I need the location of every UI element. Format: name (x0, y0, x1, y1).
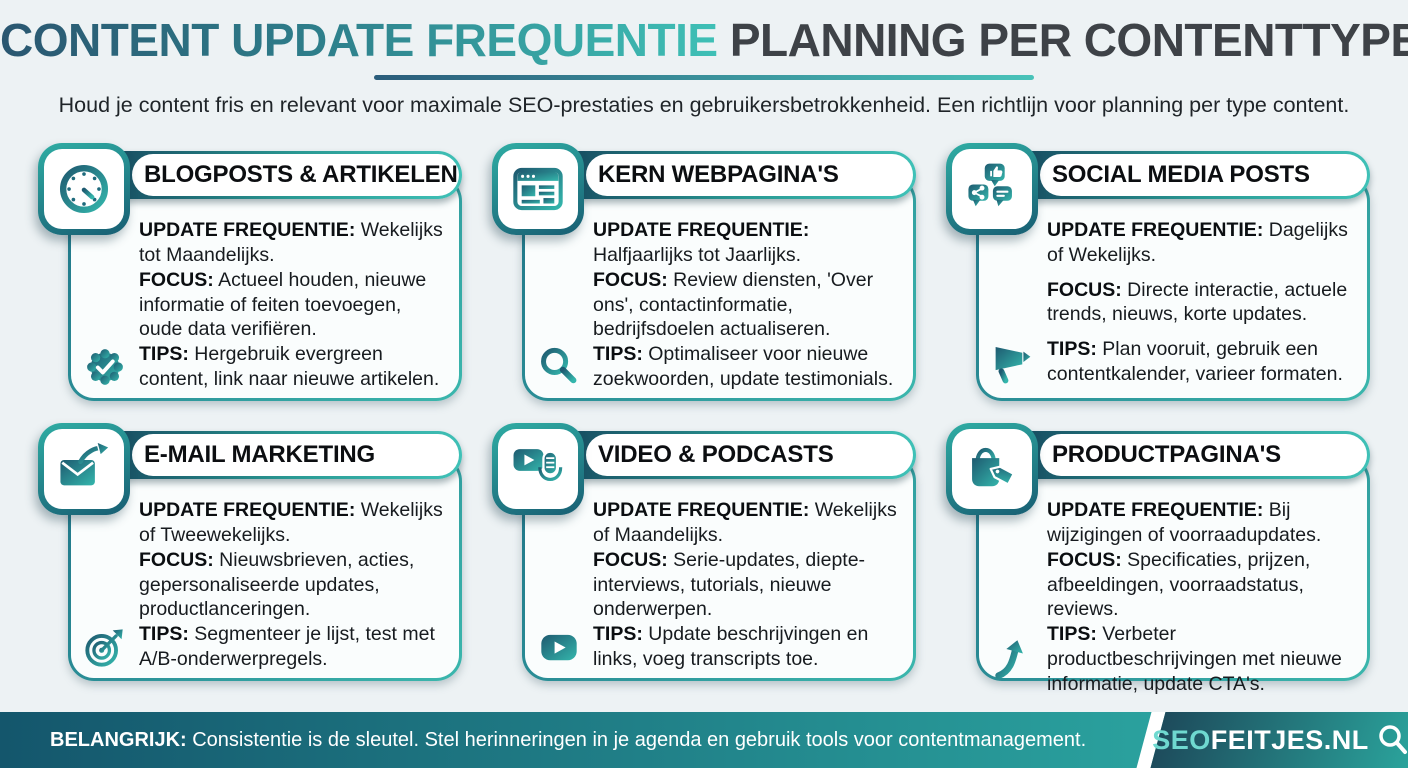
card-video-podcasts: UPDATE FREQUENTIE: Wekelijks of Maandeli… (492, 423, 916, 681)
tips-text: TIPS: Optimaliseer voor nieuwe zoekwoord… (593, 343, 894, 390)
focus-text: FOCUS: Actueel houden, nieuwe informatie… (139, 268, 427, 341)
megaphone-icon (979, 340, 1047, 384)
focus-section: FOCUS: Serie-updates, diepte-interviews,… (525, 548, 911, 622)
focus-section: FOCUS: Specificaties, prijzen, afbeeldin… (979, 548, 1365, 622)
focus-section: FOCUS: Directe interactie, actuele trend… (979, 278, 1365, 328)
tips-text: TIPS: Hergebruik evergreen content, link… (139, 343, 440, 390)
update-frequency-text: UPDATE FREQUENTIE: Dagelijks of Wekelijk… (1047, 219, 1348, 267)
card-panel: UPDATE FREQUENTIE: Bij wijzigingen of vo… (976, 455, 1370, 695)
tips-section: TIPS: Update beschrijvingen en links, vo… (525, 622, 911, 672)
tips-text: TIPS: Verbeter productbeschrijvingen met… (1047, 623, 1342, 695)
card-title: BLOGPOSTS & ARTIKELEN (144, 161, 458, 189)
card-email-marketing: UPDATE FREQUENTIE: Wekelijks of Tweeweke… (38, 423, 462, 681)
target-icon (71, 626, 139, 668)
update-frequency-section: UPDATE FREQUENTIE: Halfjaarlijks tot Jaa… (525, 218, 911, 268)
tips-text: TIPS: Plan vooruit, gebruik een contentk… (1047, 337, 1343, 385)
update-frequency-text: UPDATE FREQUENTIE: Wekelijks tot Maandel… (139, 219, 443, 267)
card-blogposts: UPDATE FREQUENTIE: Wekelijks tot Maandel… (38, 143, 462, 401)
cards-grid: UPDATE FREQUENTIE: Wekelijks tot Maandel… (38, 143, 1370, 695)
update-frequency-section: UPDATE FREQUENTIE: Wekelijks tot Maandel… (71, 218, 457, 268)
update-frequency-section: UPDATE FREQUENTIE: Wekelijks of Maandeli… (525, 498, 911, 548)
focus-text: FOCUS: Serie-updates, diepte-interviews,… (593, 548, 866, 621)
tips-section: TIPS: Verbeter productbeschrijvingen met… (979, 622, 1365, 696)
card-panel: UPDATE FREQUENTIE: Wekelijks of Tweeweke… (68, 455, 462, 681)
card-title-pill: KERN WEBPAGINA'S (550, 151, 916, 200)
focus-text: FOCUS: Review diensten, 'Over ons', cont… (593, 268, 874, 341)
card-title: VIDEO & PODCASTS (598, 441, 834, 469)
page-title: CONTENT UPDATE FREQUENTIE PLANNING PER C… (0, 16, 1408, 64)
page-title-rest: PLANNING PER CONTENTTYPE (729, 14, 1408, 66)
card-panel: UPDATE FREQUENTIE: Wekelijks of Maandeli… (522, 455, 916, 681)
magnifier-icon (525, 346, 593, 388)
trending-up-icon (979, 638, 1047, 680)
footer-note: BELANGRIJK: Consistentie is de sleutel. … (50, 712, 1086, 768)
brand-block: SEOFEITJES.NL (1148, 712, 1408, 768)
update-frequency-section: UPDATE FREQUENTIE: Wekelijks of Tweeweke… (71, 498, 457, 548)
shopping-bag-tag-icon (946, 423, 1038, 515)
card-panel: UPDATE FREQUENTIE: Halfjaarlijks tot Jaa… (522, 175, 916, 401)
card-title-pill: BLOGPOSTS & ARTIKELEN (96, 151, 462, 200)
card-title: PRODUCTPAGINA'S (1052, 441, 1281, 469)
card-title: KERN WEBPAGINA'S (598, 161, 839, 189)
update-frequency-text: UPDATE FREQUENTIE: Wekelijks of Maandeli… (593, 499, 897, 547)
tips-text: TIPS: Update beschrijvingen en links, vo… (593, 623, 869, 670)
update-frequency-section: UPDATE FREQUENTIE: Bij wijzigingen of vo… (979, 498, 1365, 548)
update-frequency-text: UPDATE FREQUENTIE: Wekelijks of Tweeweke… (139, 499, 443, 547)
webpage-icon (492, 143, 584, 235)
play-button-icon (525, 626, 593, 668)
brand-wordmark: SEOFEITJES.NL (1152, 724, 1369, 755)
email-send-icon (38, 423, 130, 515)
focus-text: FOCUS: Directe interactie, actuele trend… (1047, 278, 1348, 326)
footer-bar: BELANGRIJK: Consistentie is de sleutel. … (0, 712, 1408, 768)
header: CONTENT UPDATE FREQUENTIE PLANNING PER C… (0, 0, 1408, 118)
badge-check-icon (71, 346, 139, 388)
magnifier-icon (1376, 723, 1408, 757)
tips-section: TIPS: Optimaliseer voor nieuwe zoekwoord… (525, 342, 911, 392)
card-social-media: UPDATE FREQUENTIE: Dagelijks of Wekelijk… (946, 143, 1370, 401)
card-title: SOCIAL MEDIA POSTS (1052, 161, 1310, 189)
footer-note-text: Consistentie is de sleutel. Stel herinne… (192, 728, 1087, 751)
update-frequency-section: UPDATE FREQUENTIE: Dagelijks of Wekelijk… (979, 218, 1365, 268)
card-title-pill: E-MAIL MARKETING (96, 431, 462, 480)
focus-section: FOCUS: Review diensten, 'Over ons', cont… (525, 268, 911, 342)
update-frequency-text: UPDATE FREQUENTIE: Bij wijzigingen of vo… (1047, 499, 1322, 547)
card-title-pill: PRODUCTPAGINA'S (1004, 431, 1370, 480)
focus-section: FOCUS: Actueel houden, nieuwe informatie… (71, 268, 457, 342)
card-title: E-MAIL MARKETING (144, 441, 376, 469)
focus-text: FOCUS: Nieuwsbrieven, acties, gepersonal… (139, 548, 415, 621)
tips-section: TIPS: Plan vooruit, gebruik een contentk… (979, 337, 1365, 387)
tips-text: TIPS: Segmenteer je lijst, test met A/B-… (139, 623, 435, 670)
focus-section: FOCUS: Nieuwsbrieven, acties, gepersonal… (71, 548, 457, 622)
focus-text: FOCUS: Specificaties, prijzen, afbeeldin… (1047, 548, 1311, 621)
footer-note-label: BELANGRIJK: (50, 728, 187, 751)
page-subtitle: Houd je content fris en relevant voor ma… (58, 93, 1350, 118)
title-divider (374, 75, 1034, 81)
video-podcast-icon (492, 423, 584, 515)
card-title-pill: VIDEO & PODCASTS (550, 431, 916, 480)
card-panel: UPDATE FREQUENTIE: Wekelijks tot Maandel… (68, 175, 462, 401)
page-title-accent: CONTENT UPDATE FREQUENTIE (0, 14, 718, 66)
tips-section: TIPS: Segmenteer je lijst, test met A/B-… (71, 622, 457, 672)
card-panel: UPDATE FREQUENTIE: Dagelijks of Wekelijk… (976, 175, 1370, 401)
tips-section: TIPS: Hergebruik evergreen content, link… (71, 342, 457, 392)
card-webpages: UPDATE FREQUENTIE: Halfjaarlijks tot Jaa… (492, 143, 916, 401)
update-frequency-text: UPDATE FREQUENTIE: Halfjaarlijks tot Jaa… (593, 219, 810, 267)
card-product-pages: UPDATE FREQUENTIE: Bij wijzigingen of vo… (946, 423, 1370, 695)
clock-icon (38, 143, 130, 235)
social-bubbles-icon (946, 143, 1038, 235)
card-title-pill: SOCIAL MEDIA POSTS (1004, 151, 1370, 200)
